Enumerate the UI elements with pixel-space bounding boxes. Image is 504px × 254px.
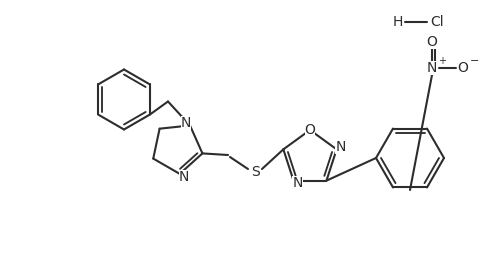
Text: N: N [427,61,437,75]
Text: Cl: Cl [430,15,444,29]
Text: +: + [438,56,446,66]
Text: O: O [426,35,437,49]
Text: N: N [336,140,346,154]
Text: S: S [250,165,260,179]
Text: O: O [304,123,316,137]
Text: N: N [181,117,191,131]
Text: O: O [458,61,468,75]
Text: −: − [470,56,479,66]
Text: N: N [292,176,303,190]
Text: H: H [393,15,403,29]
Text: N: N [178,170,189,184]
